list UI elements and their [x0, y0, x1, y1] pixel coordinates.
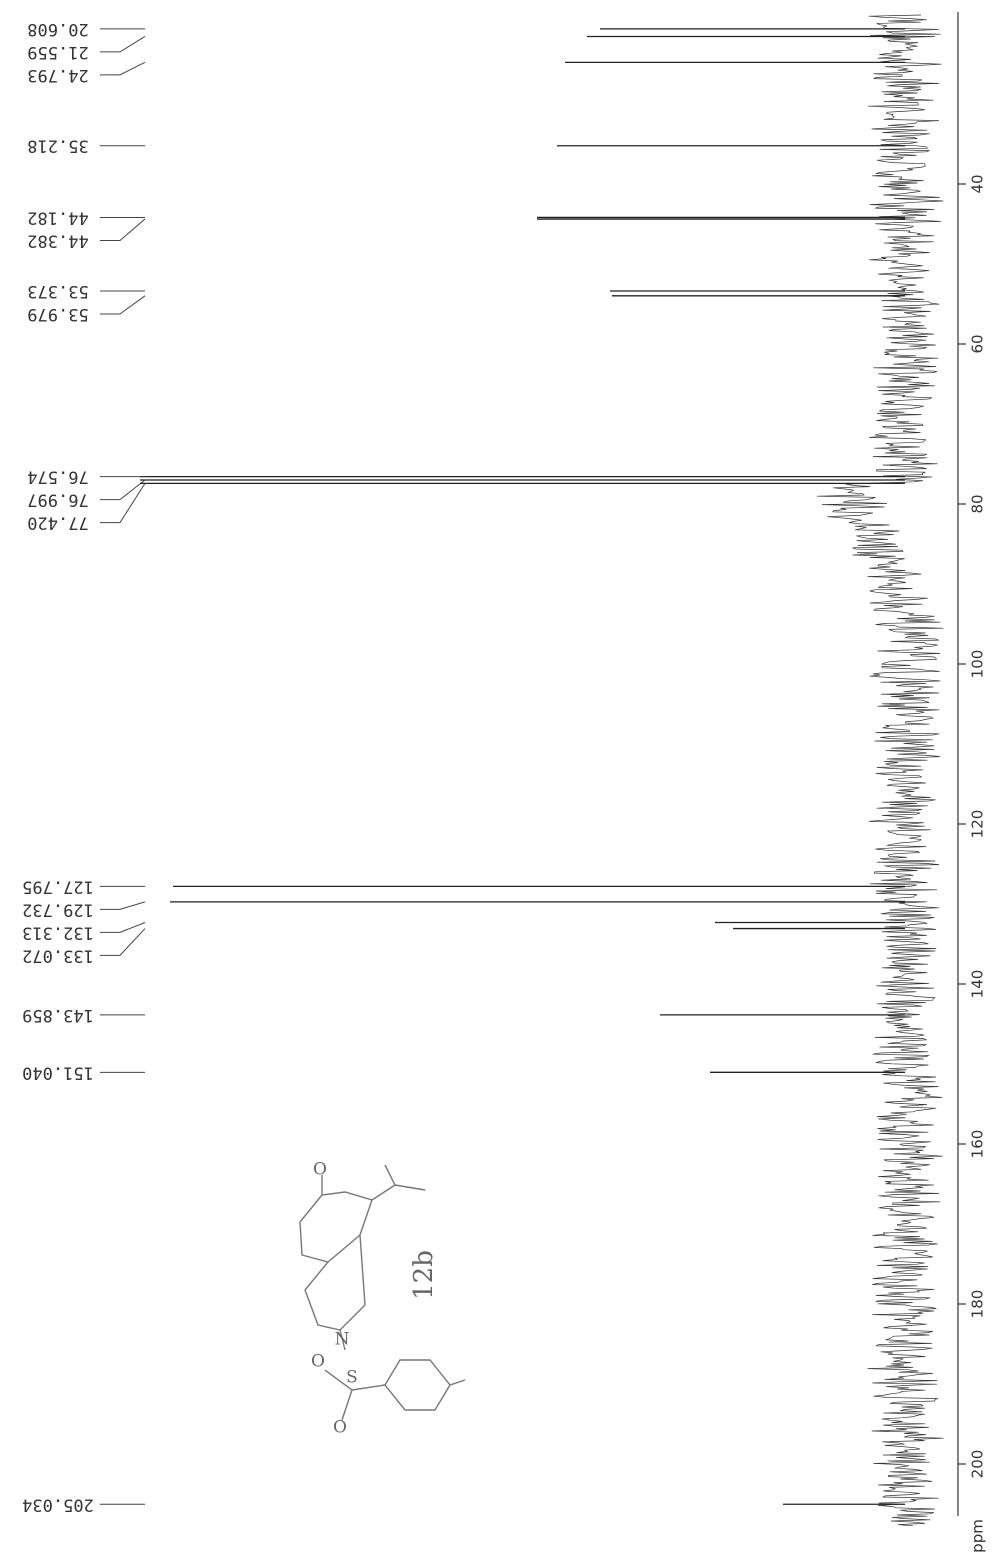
axis-label: ppm	[969, 1519, 987, 1553]
atom-label: S	[346, 1368, 358, 1388]
peak-label: 21.559	[27, 42, 88, 62]
atom-label: O	[311, 1352, 325, 1372]
x-tick-label: 200	[969, 1450, 987, 1479]
peak-connector	[100, 901, 146, 910]
peak-connector	[100, 36, 146, 53]
peak-label: 76.574	[27, 467, 88, 487]
structure	[299, 1164, 466, 1421]
x-tick-label: 160	[969, 1130, 987, 1159]
peak-label: 53.373	[27, 281, 88, 301]
structure-bonds	[299, 1164, 466, 1421]
x-tick-label: 80	[969, 494, 987, 513]
x-tick-label: 40	[969, 174, 987, 193]
peak-connector	[100, 928, 146, 956]
peak-label: 44.382	[27, 230, 88, 250]
peak-connector	[100, 483, 146, 524]
peak-label: 151.040	[22, 1062, 94, 1082]
atom-label: N	[335, 1330, 350, 1350]
peak-label: 143.859	[22, 1005, 94, 1025]
peak-label: 76.997	[27, 490, 88, 510]
peak-connector	[100, 295, 146, 315]
peak-connector	[100, 218, 146, 241]
annotation: 12b	[409, 1250, 439, 1300]
peak-label: 24.793	[27, 65, 88, 85]
x-tick-label: 60	[969, 334, 987, 353]
peak-label: 20.608	[27, 19, 88, 39]
peak-label: 205.034	[22, 1494, 94, 1514]
atom-label: O	[313, 1160, 327, 1180]
peak-label: 53.979	[27, 304, 88, 324]
peak-connector	[100, 922, 146, 933]
peak-label: 127.795	[22, 876, 94, 896]
x-tick-label: 140	[969, 970, 987, 999]
peak-connector	[100, 479, 146, 501]
peak-label: 132.313	[22, 922, 94, 942]
x-tick-label: 120	[969, 810, 987, 839]
peak-label: 129.732	[22, 899, 94, 919]
peak-label: 44.182	[27, 207, 88, 227]
x-tick-label: 180	[969, 1290, 987, 1319]
peak-label: 35.218	[27, 136, 88, 156]
peak-connector	[100, 61, 146, 76]
atom-label: O	[333, 1418, 347, 1438]
x-tick-label: 100	[969, 650, 987, 679]
peak-label: 77.420	[27, 513, 88, 533]
noise	[816, 14, 944, 1527]
peak-label: 133.072	[22, 945, 94, 965]
